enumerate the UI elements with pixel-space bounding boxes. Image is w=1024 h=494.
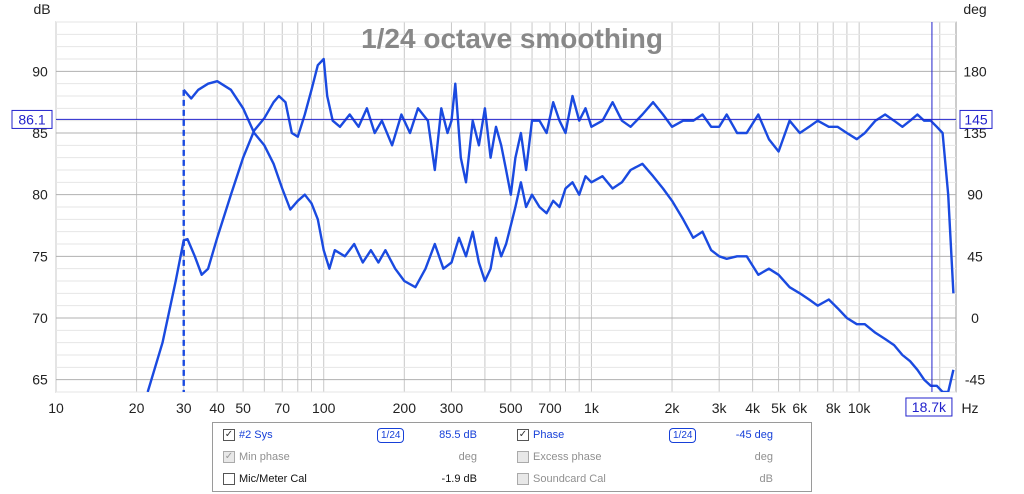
x-tick-label: 70: [274, 400, 290, 416]
y-right-unit: deg: [963, 1, 986, 17]
smoothing-badge[interactable]: 1/24: [669, 428, 697, 443]
x-tick-label: 2k: [665, 400, 681, 416]
y-left-tick-label: 90: [32, 63, 48, 79]
legend-row: ✓ #2 Sys 1/24 85.5 dB ✓ Phase 1/24 -45 deg: [213, 426, 811, 444]
legend-label: Phase: [533, 429, 565, 441]
x-tick-label: 40: [209, 400, 225, 416]
x-tick-label: 10: [48, 400, 64, 416]
legend-checkbox[interactable]: [517, 451, 529, 463]
x-tick-label: 20: [129, 400, 145, 416]
x-tick-label: 100: [312, 400, 336, 416]
x-axis-unit: Hz: [961, 400, 978, 416]
x-tick-label: 8k: [826, 400, 842, 416]
x-tick-label: 10k: [848, 400, 872, 416]
legend-checkbox[interactable]: ✓: [223, 451, 235, 463]
cursor-y-left-badge[interactable]: 86.1: [11, 109, 53, 129]
x-tick-label: 200: [393, 400, 417, 416]
x-tick-label: 300: [440, 400, 464, 416]
svg-text:145: 145: [964, 111, 988, 127]
svg-text:18.7k: 18.7k: [912, 399, 947, 415]
y-right-tick-label: 90: [967, 187, 983, 203]
svg-text:86.1: 86.1: [18, 111, 45, 127]
legend-checkbox[interactable]: ✓: [517, 429, 529, 441]
legend-row: Mic/Meter Cal -1.9 dB Soundcard Cal dB: [213, 470, 811, 488]
legend-checkbox[interactable]: [517, 473, 529, 485]
legend-value: deg: [458, 451, 477, 463]
x-tick-label: 3k: [712, 400, 728, 416]
y-right-tick-label: -45: [965, 372, 985, 388]
x-tick-label: 30: [176, 400, 192, 416]
y-left-tick-label: 70: [32, 310, 48, 326]
legend-checkbox[interactable]: ✓: [223, 429, 235, 441]
cursor-y-right-badge[interactable]: 145: [959, 109, 993, 129]
y-left-tick-label: 65: [32, 372, 48, 388]
cursor-x-badge[interactable]: 18.7k: [905, 397, 953, 417]
legend-label: #2 Sys: [239, 429, 273, 441]
y-right-tick-label: 0: [971, 310, 979, 326]
legend-panel: ✓ #2 Sys 1/24 85.5 dB ✓ Phase 1/24 -45 deg ✓ Min …: [212, 422, 812, 492]
x-tick-label: 4k: [745, 400, 761, 416]
legend-checkbox[interactable]: [223, 473, 235, 485]
legend-value: deg: [754, 451, 773, 463]
smoothing-badge[interactable]: 1/24: [377, 428, 405, 443]
x-tick-label: 500: [499, 400, 523, 416]
legend-value: -1.9 dB: [441, 473, 477, 485]
y-right-tick-label: 45: [967, 248, 983, 264]
x-tick-label: 6k: [792, 400, 808, 416]
legend-label: Soundcard Cal: [533, 473, 606, 485]
x-tick-label: 5k: [771, 400, 787, 416]
frequency-response-chart[interactable]: 1/24 octave smoothing 10 20 30 40 50 70 100 200 3…: [0, 0, 1024, 420]
y-right-tick-label: 180: [963, 63, 987, 79]
legend-label: Excess phase: [533, 451, 602, 463]
legend-value: dB: [759, 473, 773, 485]
y-left-tick-label: 75: [32, 248, 48, 264]
chart-title: 1/24 octave smoothing: [361, 23, 663, 54]
y-right-tick-label: 135: [963, 125, 987, 141]
legend-label: Mic/Meter Cal: [239, 473, 307, 485]
legend-label: Min phase: [239, 451, 290, 463]
spl-curve: [146, 57, 955, 392]
x-tick-label: 1k: [584, 400, 600, 416]
x-tick-label: 700: [538, 400, 562, 416]
y-left-tick-label: 80: [32, 187, 48, 203]
legend-value: -45 deg: [735, 429, 773, 441]
legend-value: 85.5 dB: [439, 429, 477, 441]
y-left-tick-label: 85: [32, 125, 48, 141]
phase-curve: [182, 80, 955, 392]
legend-row: ✓ Min phase deg Excess phase deg: [213, 448, 811, 466]
y-left-unit: dB: [33, 1, 50, 17]
x-tick-label: 50: [235, 400, 251, 416]
